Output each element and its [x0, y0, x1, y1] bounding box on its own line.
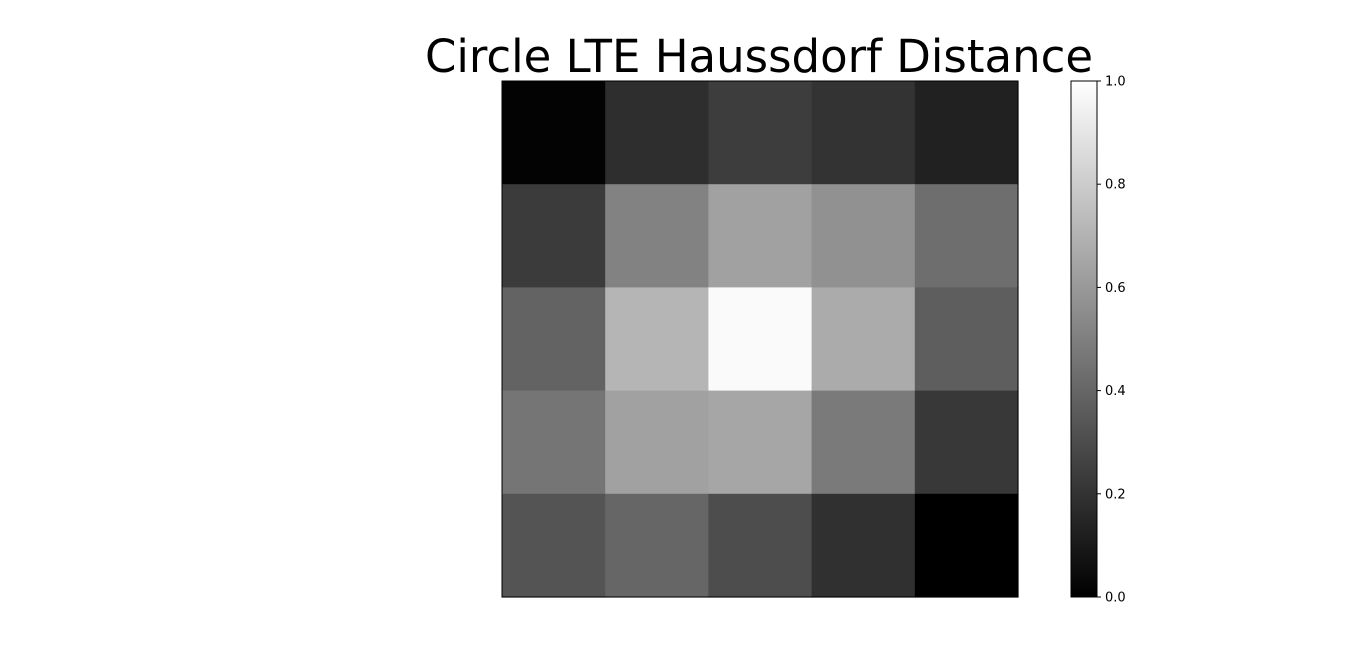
heatmap-cell-r2-c1: [605, 287, 709, 392]
heatmap-cell-r3-c3: [811, 390, 916, 495]
heatmap-cell-r2-c0: [502, 287, 606, 392]
heatmap-cell-r4-c1: [605, 493, 709, 598]
heatmap-cell-r3-c4: [914, 390, 1019, 495]
heatmap-cell-r3-c1: [605, 390, 709, 495]
heatmap-cell-r4-c2: [708, 493, 813, 598]
heatmap-cell-r1-c4: [914, 184, 1019, 288]
heatmap-cell-r4-c3: [811, 493, 916, 598]
heatmap-cell-r0-c0: [502, 81, 606, 185]
colorbar-tick-label: 0.8: [1105, 178, 1126, 193]
colorbar-tick-label: 0.6: [1105, 281, 1126, 296]
colorbar-tick-label: 0.2: [1105, 487, 1126, 502]
heatmap-cell-r0-c4: [914, 81, 1019, 185]
heatmap-cell-r1-c1: [605, 184, 709, 288]
heatmap-cell-r3-c0: [502, 390, 606, 495]
heatmap-cell-r2-c4: [914, 287, 1019, 392]
heatmap-cell-r0-c3: [811, 81, 916, 185]
heatmap-cell-r0-c1: [605, 81, 709, 185]
heatmap-cell-r4-c4: [914, 493, 1019, 598]
colorbar-tick-label: 0.4: [1105, 384, 1126, 399]
heatmap-cell-r1-c0: [502, 184, 606, 288]
heatmap-cell-r0-c2: [708, 81, 813, 185]
heatmap-cell-r2-c2: [708, 287, 813, 392]
heatmap-cell-r3-c2: [708, 390, 813, 495]
heatmap-cell-r4-c0: [502, 493, 606, 598]
heatmap-frame: [501, 80, 1019, 598]
chart-title: Circle LTE Haussdorf Distance: [425, 30, 1093, 83]
heatmap-cell-r1-c3: [811, 184, 916, 288]
heatmap-cell-r2-c3: [811, 287, 916, 392]
heatmap-cell-r1-c2: [708, 184, 813, 288]
colorbar: [1071, 81, 1097, 597]
colorbar-frame: [1070, 80, 1098, 598]
heatmap-cells: [502, 81, 1019, 598]
colorbar-tick-label: 1.0: [1105, 75, 1126, 90]
colorbar-ticks: 0.0 0.2 0.4 0.6 0.8 1.0: [1097, 75, 1126, 606]
colorbar-tick-label: 0.0: [1105, 591, 1126, 606]
